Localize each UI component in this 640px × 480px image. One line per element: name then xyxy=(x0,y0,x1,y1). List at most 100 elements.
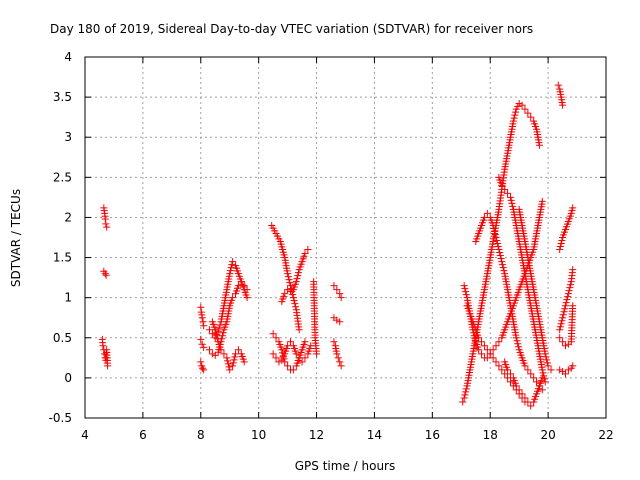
data-point xyxy=(237,278,245,286)
data-point xyxy=(104,362,112,370)
data-point xyxy=(557,240,565,248)
data-point xyxy=(495,246,503,254)
data-point xyxy=(495,338,503,346)
series-arc-20.4-d xyxy=(556,302,577,350)
data-point xyxy=(460,282,468,290)
data-point xyxy=(226,366,234,374)
data-point xyxy=(569,266,577,274)
series-arc-8.3-a xyxy=(205,258,251,342)
data-point xyxy=(215,324,223,332)
y-tick-label: 2.5 xyxy=(53,170,72,184)
data-point xyxy=(211,351,219,359)
data-point xyxy=(499,261,507,269)
data-point xyxy=(333,286,341,294)
data-point xyxy=(539,369,547,377)
data-point xyxy=(289,366,297,374)
data-point xyxy=(462,291,470,299)
data-point xyxy=(475,334,483,342)
data-point xyxy=(301,338,309,346)
data-point xyxy=(460,394,468,402)
data-point xyxy=(493,237,501,245)
data-point xyxy=(228,261,236,269)
data-point xyxy=(269,330,277,338)
data-point xyxy=(489,354,497,362)
data-point xyxy=(492,234,500,241)
data-point xyxy=(279,349,287,357)
data-point xyxy=(491,227,499,235)
data-point xyxy=(313,350,321,358)
data-points xyxy=(98,81,577,410)
data-point xyxy=(205,346,213,354)
data-point xyxy=(506,370,514,378)
data-point xyxy=(518,390,526,398)
data-point xyxy=(491,230,499,238)
x-tick-label: 12 xyxy=(309,428,324,442)
data-point xyxy=(562,299,570,307)
data-point xyxy=(498,181,506,189)
data-point xyxy=(556,326,564,334)
data-point xyxy=(220,350,228,358)
data-point xyxy=(510,114,518,122)
x-tick-label: 16 xyxy=(425,428,440,442)
x-tick-label: 6 xyxy=(139,428,147,442)
data-point xyxy=(102,271,110,279)
data-point xyxy=(496,252,504,260)
data-point xyxy=(561,342,569,350)
data-point xyxy=(515,100,523,108)
data-point xyxy=(480,342,488,350)
data-point xyxy=(524,366,532,374)
data-point xyxy=(243,294,251,302)
data-point xyxy=(567,281,575,289)
data-point xyxy=(538,374,546,382)
data-point xyxy=(197,358,205,366)
series-arc-10.5-b xyxy=(269,338,315,366)
data-point xyxy=(462,288,470,296)
data-point xyxy=(211,326,219,334)
data-point xyxy=(500,267,508,275)
data-point xyxy=(334,354,342,362)
data-point xyxy=(564,290,572,298)
data-point xyxy=(292,350,300,358)
data-point xyxy=(498,258,506,266)
x-tick-label: 4 xyxy=(81,428,89,442)
data-point xyxy=(556,243,564,251)
data-point xyxy=(497,255,505,263)
x-tick-label: 20 xyxy=(540,428,555,442)
x-axis-label: GPS time / hours xyxy=(295,459,396,473)
data-point xyxy=(294,269,302,277)
data-point xyxy=(333,316,341,324)
data-point xyxy=(284,273,292,281)
data-point xyxy=(224,360,232,368)
data-point xyxy=(527,370,535,378)
series-arc-12.7-a xyxy=(330,282,345,302)
data-point xyxy=(198,340,206,348)
data-point xyxy=(561,305,569,313)
data-point xyxy=(513,337,521,345)
data-point xyxy=(561,370,569,378)
data-point xyxy=(556,323,564,331)
data-point xyxy=(287,338,295,346)
data-point xyxy=(490,224,498,232)
data-point xyxy=(541,378,549,386)
data-point xyxy=(483,346,491,354)
data-point xyxy=(298,358,306,366)
y-tick-label: 0.5 xyxy=(53,331,72,345)
data-point xyxy=(217,346,225,354)
data-point xyxy=(493,240,501,248)
data-point xyxy=(280,355,288,363)
data-point xyxy=(243,286,251,294)
data-point xyxy=(462,388,470,396)
data-point xyxy=(556,366,564,374)
data-point xyxy=(226,267,234,275)
data-point xyxy=(269,350,277,358)
series-arc-4.7-b xyxy=(100,267,110,279)
data-point xyxy=(333,350,341,358)
data-point xyxy=(508,199,516,207)
y-tick-label: 3.5 xyxy=(53,90,72,104)
data-point xyxy=(272,354,280,362)
data-point xyxy=(292,303,300,311)
data-point xyxy=(486,350,494,358)
data-point xyxy=(499,264,507,272)
data-point xyxy=(495,362,503,370)
x-tick-label: 10 xyxy=(251,428,266,442)
